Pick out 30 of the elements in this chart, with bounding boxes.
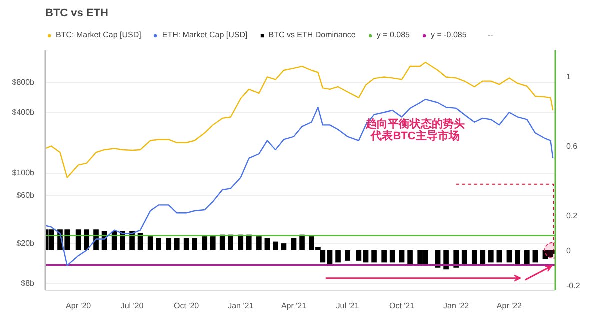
y2-tick-label: 0.6 [566, 142, 578, 152]
y-tick-label: $60b [16, 190, 36, 200]
y-tick-label: $20b [16, 238, 36, 248]
y2-tick-label: 0 [566, 246, 572, 256]
line-series [46, 98, 554, 266]
y-tick-label: $8b [21, 278, 36, 288]
legend-label: BTC vs ETH Dominance [268, 30, 356, 40]
x-tick-label: Jul '21 [336, 302, 360, 310]
annotation: 趋向平衡状态的势头代表BTC主导市场 [365, 118, 465, 142]
line-series [46, 62, 554, 178]
x-tick-label: Apr '22 [496, 302, 523, 310]
y-tick-label: $800b [12, 78, 36, 87]
x-tick-label: Oct '21 [389, 302, 416, 310]
x-tick-label: Jan '22 [444, 302, 470, 310]
x-tick-label: Oct '20 [174, 302, 200, 310]
y2-tick-label: 0.2 [566, 212, 578, 221]
y-tick-label: $400b [12, 108, 36, 118]
legend-label: y = 0.085 [376, 30, 410, 40]
y2-tick-label: -0.2 [566, 281, 581, 290]
x-tick-label: Jan '21 [228, 302, 254, 310]
chart-title: BTC vs ETH [46, 8, 109, 20]
legend-label: y = -0.085 [431, 30, 467, 40]
legend-label: BTC: Market Cap [USD] [56, 30, 142, 40]
x-tick-label: Jul '20 [120, 302, 144, 310]
x-tick-label: Apr '20 [66, 302, 92, 310]
x-tick-label: Apr '21 [281, 302, 308, 310]
y-tick-label: $100b [12, 168, 36, 178]
text: -- [488, 30, 494, 40]
legend-label: ETH: Market Cap [USD] [162, 30, 248, 40]
y2-tick-label: 1 [566, 72, 572, 82]
